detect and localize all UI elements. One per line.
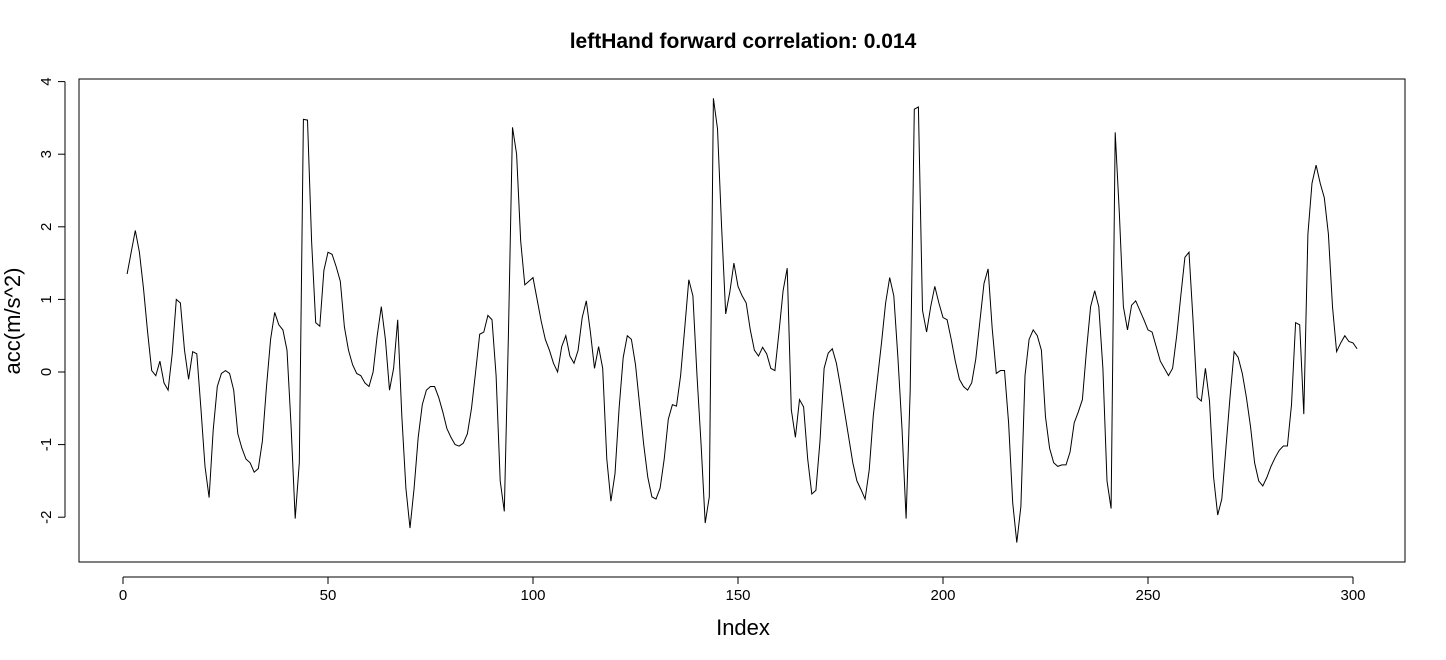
y-axis: -2 -1 0 1 2 3 4 — [38, 77, 66, 524]
x-tick-label: 0 — [119, 587, 127, 604]
y-tick-label: -2 — [38, 511, 55, 524]
y-tick-label: 0 — [38, 368, 55, 376]
x-tick-label: 150 — [725, 587, 750, 604]
y-tick-label: 4 — [38, 77, 55, 85]
x-tick-label: 100 — [520, 587, 545, 604]
x-axis: 0 50 100 150 200 250 300 — [119, 576, 1366, 604]
x-axis-label: Index — [716, 615, 770, 640]
chart-title: leftHand forward correlation: 0.014 — [570, 30, 917, 53]
plot-box — [78, 78, 1406, 563]
series-line — [126, 98, 1358, 543]
y-tick-label: 1 — [38, 295, 55, 303]
x-tick-label: 300 — [1340, 587, 1365, 604]
y-axis-label: acc(m/s^2) — [0, 268, 25, 375]
x-tick-label: 200 — [930, 587, 955, 604]
y-tick-label: 2 — [38, 223, 55, 231]
x-tick-label: 50 — [320, 587, 337, 604]
y-tick-label: -1 — [38, 438, 55, 451]
y-tick-label: 3 — [38, 150, 55, 158]
x-tick-label: 250 — [1135, 587, 1160, 604]
